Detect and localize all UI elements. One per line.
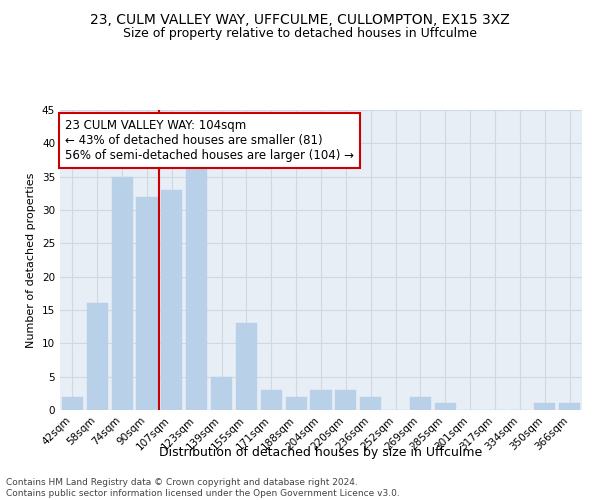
Text: Distribution of detached houses by size in Uffculme: Distribution of detached houses by size …	[160, 446, 482, 459]
Bar	[410, 396, 431, 410]
Bar	[261, 390, 282, 410]
Bar	[534, 404, 555, 410]
Text: Contains HM Land Registry data © Crown copyright and database right 2024.
Contai: Contains HM Land Registry data © Crown c…	[6, 478, 400, 498]
Bar	[236, 324, 257, 410]
Text: 23 CULM VALLEY WAY: 104sqm
← 43% of detached houses are smaller (81)
56% of semi: 23 CULM VALLEY WAY: 104sqm ← 43% of deta…	[65, 119, 354, 162]
Bar	[310, 390, 332, 410]
Bar	[186, 164, 207, 410]
Bar	[360, 396, 381, 410]
Y-axis label: Number of detached properties: Number of detached properties	[26, 172, 37, 348]
Bar	[161, 190, 182, 410]
Bar	[62, 396, 83, 410]
Text: Size of property relative to detached houses in Uffculme: Size of property relative to detached ho…	[123, 28, 477, 40]
Bar	[335, 390, 356, 410]
Text: 23, CULM VALLEY WAY, UFFCULME, CULLOMPTON, EX15 3XZ: 23, CULM VALLEY WAY, UFFCULME, CULLOMPTO…	[90, 12, 510, 26]
Bar	[435, 404, 456, 410]
Bar	[286, 396, 307, 410]
Bar	[87, 304, 108, 410]
Bar	[136, 196, 158, 410]
Bar	[211, 376, 232, 410]
Bar	[559, 404, 580, 410]
Bar	[112, 176, 133, 410]
